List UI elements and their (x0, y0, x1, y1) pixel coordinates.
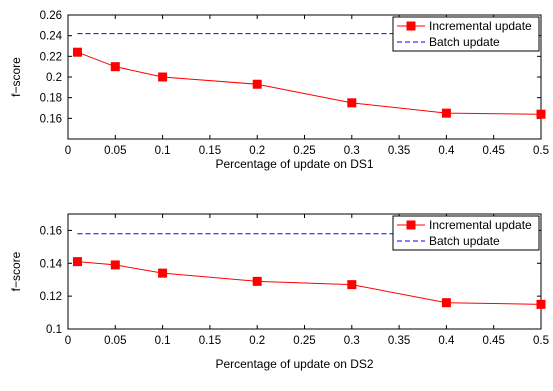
data-point (347, 98, 357, 108)
x-tick-label: 0.1 (155, 145, 171, 157)
x-tick-label: 0.1 (155, 335, 171, 347)
x-axis-label: Percentage of update on DS2 (215, 357, 373, 371)
legend: Incremental update Batch update (392, 215, 540, 251)
data-point (110, 62, 120, 72)
x-tick-label: 0.4 (438, 145, 455, 157)
x-tick-label: 0.4 (438, 335, 455, 347)
y-tick-label: 0.18 (40, 93, 62, 105)
legend-box (392, 16, 540, 52)
x-tick-label: 0.15 (199, 145, 221, 157)
y-tick-label: 0.14 (40, 258, 63, 270)
legend: Incremental update Batch update (392, 16, 540, 52)
x-tick-label: 0.25 (293, 145, 315, 157)
legend-label: Batch update (429, 234, 500, 248)
x-tick-label: 0.3 (344, 335, 360, 347)
legend-box (392, 215, 540, 251)
x-tick-label: 0.05 (104, 145, 126, 157)
data-point (252, 276, 262, 286)
series-line-1 (77, 51, 542, 115)
x-tick-label: 0.15 (199, 335, 221, 347)
data-point (158, 268, 168, 278)
x-tick-label: 0.5 (533, 335, 549, 347)
x-tick-label: 0.25 (293, 335, 315, 347)
x-tick-label: 0 (65, 145, 71, 157)
y-tick-label: 0.26 (40, 10, 62, 22)
x-tick-label: 0.45 (483, 335, 505, 347)
legend-swatch-marker (406, 21, 416, 31)
x-tick-label: 0.2 (249, 145, 265, 157)
data-point (110, 260, 120, 270)
chart-2: 0 0.05 0.1 0.15 0.2 0.25 0.3 0.35 0.4 0.45 0.5 0.1 0… (9, 213, 549, 371)
data-point (441, 108, 451, 118)
x-tick-label: 0.05 (104, 335, 126, 347)
x-tick-label: 0 (65, 335, 71, 347)
y-axis-label: f−score (9, 57, 23, 97)
data-point (441, 298, 451, 308)
y-axis-label: f−score (9, 251, 23, 291)
y-tick-label: 0.2 (46, 72, 62, 84)
x-tick-label: 0.35 (388, 335, 410, 347)
data-point (72, 47, 82, 57)
x-tick-label: 0.35 (388, 145, 410, 157)
y-tick-label: 0.1 (46, 324, 62, 336)
x-tick-label: 0.2 (249, 335, 265, 347)
data-point (252, 79, 262, 89)
data-point (72, 257, 82, 267)
x-axis-label: Percentage of update on DS1 (215, 157, 373, 171)
data-point (158, 72, 168, 82)
y-tick-label: 0.16 (40, 225, 62, 237)
data-point (347, 280, 357, 290)
y-tick-label: 0.12 (40, 291, 62, 303)
chart-1: 0 0.05 0.1 0.15 0.2 0.25 0.3 0.35 0.4 0.45 0.5 0.16… (9, 10, 549, 171)
y-tick-label: 0.24 (40, 31, 63, 43)
legend-swatch-marker (406, 220, 416, 230)
y-tick-label: 0.22 (40, 51, 62, 63)
legend-label: Incremental update (429, 19, 532, 33)
x-tick-label: 0.5 (533, 145, 549, 157)
x-tick-label: 0.45 (483, 145, 505, 157)
legend-label: Incremental update (429, 218, 532, 232)
y-tick-label: 0.16 (40, 113, 62, 125)
series-line-1 (77, 261, 542, 305)
data-point (536, 299, 546, 309)
legend-label: Batch update (429, 35, 500, 49)
x-tick-label: 0.3 (344, 145, 360, 157)
data-point (536, 109, 546, 119)
